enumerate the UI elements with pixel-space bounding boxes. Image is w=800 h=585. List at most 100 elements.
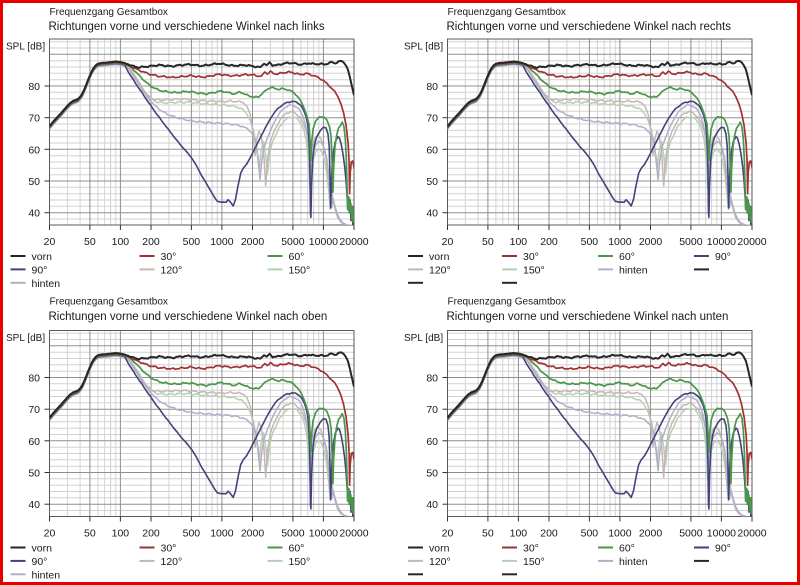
svg-text:150°: 150° (523, 264, 545, 276)
svg-text:50: 50 (426, 176, 438, 188)
svg-text:20: 20 (44, 236, 56, 248)
svg-text:60°: 60° (289, 543, 305, 555)
svg-text:90°: 90° (32, 556, 48, 568)
svg-text:70: 70 (28, 113, 40, 125)
svg-text:40: 40 (426, 499, 438, 511)
svg-text:2000: 2000 (639, 236, 663, 248)
svg-text:Richtungen vorne und verschied: Richtungen vorne und verschiedene Winkel… (447, 21, 732, 33)
svg-text:5000: 5000 (281, 236, 305, 248)
svg-text:vorn: vorn (32, 543, 53, 555)
svg-text:60: 60 (28, 144, 40, 156)
svg-text:200: 200 (142, 236, 160, 248)
svg-text:20: 20 (442, 528, 454, 540)
svg-text:100: 100 (112, 528, 130, 540)
svg-text:5000: 5000 (679, 528, 703, 540)
svg-text:50: 50 (84, 528, 96, 540)
svg-text:2000: 2000 (241, 528, 265, 540)
svg-text:80: 80 (426, 81, 438, 93)
svg-text:50: 50 (84, 236, 96, 248)
svg-text:150°: 150° (289, 556, 311, 568)
svg-text:60°: 60° (619, 251, 635, 263)
svg-text:1000: 1000 (608, 528, 632, 540)
svg-text:SPL [dB]: SPL [dB] (6, 42, 45, 53)
svg-text:100: 100 (510, 236, 528, 248)
svg-text:40: 40 (28, 499, 40, 511)
svg-text:200: 200 (540, 236, 558, 248)
svg-text:200: 200 (540, 528, 558, 540)
svg-text:60: 60 (426, 436, 438, 448)
svg-text:50: 50 (482, 236, 494, 248)
svg-text:hinten: hinten (32, 569, 61, 581)
svg-text:20000: 20000 (339, 528, 368, 540)
svg-text:Frequenzgang Gesamtbox: Frequenzgang Gesamtbox (50, 7, 168, 18)
svg-text:50: 50 (482, 528, 494, 540)
svg-text:1000: 1000 (608, 236, 632, 248)
svg-text:90°: 90° (32, 264, 48, 276)
svg-text:80: 80 (426, 373, 438, 385)
svg-text:120°: 120° (429, 264, 451, 276)
svg-text:vorn: vorn (429, 251, 450, 263)
svg-text:hinten: hinten (619, 556, 648, 568)
svg-text:50: 50 (28, 176, 40, 188)
svg-text:20: 20 (442, 236, 454, 248)
svg-text:20000: 20000 (737, 236, 766, 248)
svg-text:120°: 120° (161, 264, 183, 276)
svg-text:50: 50 (426, 468, 438, 480)
svg-text:30°: 30° (161, 543, 177, 555)
svg-text:vorn: vorn (429, 543, 450, 555)
svg-text:200: 200 (142, 528, 160, 540)
svg-text:hinten: hinten (619, 264, 648, 276)
svg-text:80: 80 (28, 81, 40, 93)
svg-text:90°: 90° (715, 251, 731, 263)
svg-text:150°: 150° (289, 264, 311, 276)
svg-text:70: 70 (426, 113, 438, 125)
svg-text:2000: 2000 (241, 236, 265, 248)
svg-text:10000: 10000 (309, 236, 338, 248)
svg-text:500: 500 (183, 528, 201, 540)
svg-text:70: 70 (426, 404, 438, 416)
svg-text:500: 500 (183, 236, 201, 248)
svg-text:20000: 20000 (737, 528, 766, 540)
svg-text:60: 60 (426, 144, 438, 156)
svg-text:70: 70 (28, 404, 40, 416)
svg-text:1000: 1000 (210, 236, 234, 248)
svg-text:1000: 1000 (210, 528, 234, 540)
svg-text:40: 40 (28, 208, 40, 220)
svg-text:20000: 20000 (339, 236, 368, 248)
svg-text:SPL [dB]: SPL [dB] (6, 333, 45, 344)
svg-text:SPL [dB]: SPL [dB] (404, 333, 443, 344)
svg-text:90°: 90° (715, 543, 731, 555)
svg-text:Richtungen vorne und verschied: Richtungen vorne und verschiedene Winkel… (447, 311, 729, 323)
svg-text:60°: 60° (619, 543, 635, 555)
svg-text:100: 100 (510, 528, 528, 540)
svg-text:Frequenzgang Gesamtbox: Frequenzgang Gesamtbox (448, 296, 566, 307)
svg-text:150°: 150° (523, 556, 545, 568)
svg-text:80: 80 (28, 373, 40, 385)
svg-text:10000: 10000 (707, 528, 736, 540)
svg-text:30°: 30° (523, 543, 539, 555)
svg-text:5000: 5000 (679, 236, 703, 248)
svg-text:Richtungen vorne und verschied: Richtungen vorne und verschiedene Winkel… (49, 21, 325, 33)
svg-text:120°: 120° (429, 556, 451, 568)
svg-text:hinten: hinten (32, 278, 61, 290)
svg-text:40: 40 (426, 208, 438, 220)
svg-text:5000: 5000 (281, 528, 305, 540)
svg-text:500: 500 (581, 236, 599, 248)
svg-text:Frequenzgang Gesamtbox: Frequenzgang Gesamtbox (448, 7, 566, 18)
svg-text:500: 500 (581, 528, 599, 540)
svg-text:20: 20 (44, 528, 56, 540)
svg-text:2000: 2000 (639, 528, 663, 540)
svg-text:10000: 10000 (309, 528, 338, 540)
svg-text:100: 100 (112, 236, 130, 248)
svg-text:120°: 120° (161, 556, 183, 568)
svg-text:30°: 30° (523, 251, 539, 263)
svg-text:10000: 10000 (707, 236, 736, 248)
svg-text:50: 50 (28, 468, 40, 480)
svg-text:SPL [dB]: SPL [dB] (404, 42, 443, 53)
svg-text:Richtungen vorne und verschied: Richtungen vorne und verschiedene Winkel… (49, 311, 328, 323)
svg-text:vorn: vorn (32, 251, 53, 263)
svg-text:60: 60 (28, 436, 40, 448)
svg-text:60°: 60° (289, 251, 305, 263)
svg-text:Frequenzgang Gesamtbox: Frequenzgang Gesamtbox (50, 296, 168, 307)
svg-text:30°: 30° (161, 251, 177, 263)
